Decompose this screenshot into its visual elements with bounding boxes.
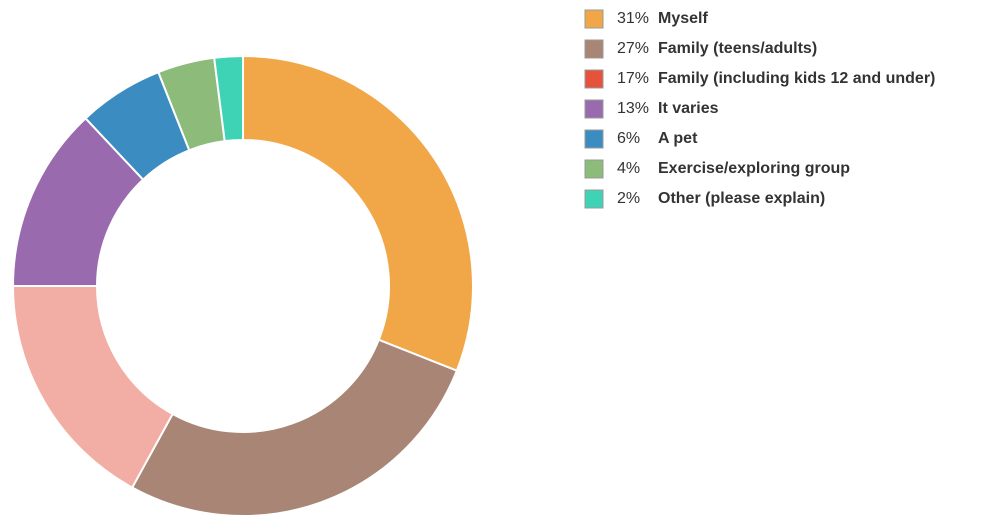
- slice: [11, 285, 175, 489]
- legend-swatch: [584, 159, 604, 179]
- legend-label: Exercise/exploring group: [658, 160, 850, 177]
- legend-percent: 4%: [617, 160, 640, 177]
- legend-label: Family (including kids 12 and under): [658, 70, 935, 87]
- legend-percent: 17%: [617, 70, 649, 87]
- legend-swatch: [584, 69, 604, 89]
- legend-percent: 27%: [617, 40, 649, 57]
- slice: [242, 54, 474, 372]
- slice: [213, 54, 244, 143]
- legend-swatch: [584, 9, 604, 29]
- legend-percent: 2%: [617, 190, 640, 207]
- legend-swatch: [584, 129, 604, 149]
- legend-label: Family (teens/adults): [658, 40, 817, 57]
- legend-swatch: [584, 99, 604, 119]
- legend-swatch: [584, 189, 604, 209]
- legend-label: A pet: [658, 130, 698, 147]
- legend-percent: 6%: [617, 130, 640, 147]
- slice: [130, 338, 459, 516]
- legend-percent: 31%: [617, 10, 649, 27]
- legend-label: It varies: [658, 100, 719, 117]
- legend-swatch: [584, 39, 604, 59]
- legend-label: Myself: [658, 10, 708, 27]
- legend-label: Other (please explain): [658, 190, 825, 207]
- legend-percent: 13%: [617, 100, 649, 117]
